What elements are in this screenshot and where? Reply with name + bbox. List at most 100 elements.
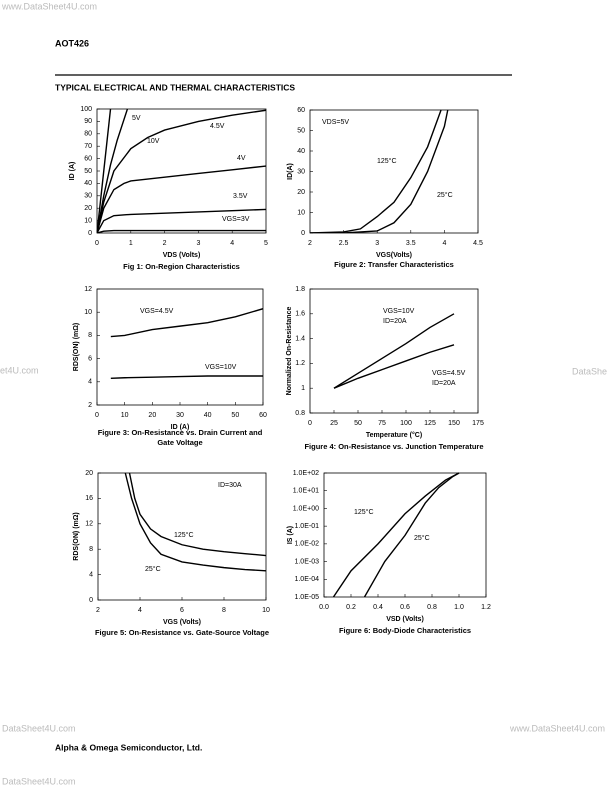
x-tick-label: 2.5 (339, 240, 349, 247)
y-tick-label: 60 (297, 107, 305, 114)
section-title: TYPICAL ELECTRICAL AND THERMAL CHARACTER… (55, 82, 295, 92)
plot-frame (309, 109, 479, 234)
x-tick-label: 5 (264, 240, 268, 247)
series-label: 25°C (414, 534, 430, 542)
y-tick-label: 4 (89, 571, 93, 578)
series-label: 3.5V (233, 193, 248, 200)
x-axis-label: VSD (Volts) (386, 616, 424, 623)
x-tick-label: 0 (95, 412, 99, 419)
x-tick-label: 2 (308, 240, 312, 247)
x-tick-label: 3 (196, 240, 200, 247)
y-tick-label: 4 (88, 379, 92, 386)
x-axis-label: VGS(Volts) (376, 252, 412, 259)
y-tick-label: 60 (84, 155, 92, 162)
header: AOT426 (55, 38, 89, 48)
y-tick-label: 100 (80, 106, 92, 113)
series-label: VGS=10V (383, 308, 415, 315)
series-label: 4.5V (210, 123, 225, 130)
y-tick-label: 70 (84, 143, 92, 150)
series-line (110, 375, 263, 380)
series-line (97, 229, 266, 233)
series-label: 5V (132, 115, 141, 122)
series-line (97, 108, 112, 233)
annotation: VDS=5V (322, 119, 349, 126)
y-axis-label: IS (A) (287, 526, 294, 544)
y-tick-label: 1.6 (295, 311, 305, 318)
y-tick-label: 40 (297, 148, 305, 155)
y-tick-label: 1.4 (295, 335, 305, 342)
x-tick-label: 4.5 (473, 240, 483, 247)
x-tick-label: 0.4 (373, 604, 383, 611)
x-tick-label: 4 (230, 240, 234, 247)
series-label: 125°C (377, 157, 397, 165)
x-tick-label: 4 (138, 607, 142, 614)
x-tick-label: 3 (375, 240, 379, 247)
series-label: 25°C (437, 191, 453, 199)
y-tick-label: 1.0E+02 (293, 470, 319, 477)
x-tick-label: 60 (259, 412, 267, 419)
x-tick-label: 20 (148, 412, 156, 419)
y-tick-label: 80 (84, 131, 92, 138)
series-line (128, 472, 266, 557)
x-axis-label: VDS (Volts) (163, 252, 201, 259)
x-tick-label: 0.6 (400, 604, 410, 611)
annotation: ID=20A (383, 318, 407, 325)
series-label: VGS=4.5V (140, 308, 174, 315)
series-line (363, 472, 460, 597)
y-tick-label: 10 (297, 209, 305, 216)
y-tick-label: 12 (85, 521, 93, 528)
series-line (333, 313, 455, 389)
x-axis-label: ID (A) (171, 424, 190, 431)
caption: Figure 3: On-Resistance vs. Drain Curren… (98, 428, 263, 437)
x-tick-label: 3.5 (406, 240, 416, 247)
y-axis-label: RDS(ON) (mΩ) (73, 512, 80, 560)
plot-frame (96, 288, 264, 406)
series-label: 25°C (145, 565, 161, 573)
series-line (124, 472, 266, 572)
series-label: VGS=3V (222, 216, 250, 223)
y-tick-label: 20 (85, 470, 93, 477)
caption: Figure 4: On-Resistance vs. Junction Tem… (304, 442, 483, 451)
x-tick-label: 6 (180, 607, 184, 614)
y-tick-label: 40 (84, 180, 92, 187)
series-label: VGS=10V (205, 364, 237, 371)
x-tick-label: 25 (330, 420, 338, 427)
caption: Figure 6: Body-Diode Characteristics (339, 626, 471, 635)
series-label: 10V (147, 138, 160, 145)
watermark: www.DataSheet4U.com (1, 1, 97, 11)
annotation: ID=20A (432, 380, 456, 387)
y-tick-label: 1.0E-05 (294, 594, 319, 601)
x-tick-label: 1 (129, 240, 133, 247)
y-axis-label: ID(A) (287, 163, 294, 180)
x-tick-label: 0 (308, 420, 312, 427)
watermark: www.DataSheet4U.com (509, 723, 605, 733)
x-tick-label: 1.0 (454, 604, 464, 611)
x-tick-label: 1.2 (481, 604, 491, 611)
series-line (97, 109, 266, 233)
y-tick-label: 20 (84, 205, 92, 212)
y-tick-label: 30 (84, 193, 92, 200)
x-axis-label: VGS (Volts) (163, 619, 201, 626)
y-tick-label: 0 (88, 230, 92, 237)
series-line (97, 165, 266, 233)
x-tick-label: 0.0 (319, 604, 329, 611)
y-tick-label: 50 (84, 168, 92, 175)
caption: Gate Voltage (157, 438, 202, 447)
x-tick-label: 10 (121, 412, 129, 419)
y-tick-label: 30 (297, 168, 305, 175)
x-tick-label: 175 (472, 420, 484, 427)
watermark: et4U.com (0, 365, 39, 375)
y-tick-label: 8 (88, 332, 92, 339)
y-tick-label: 12 (84, 286, 92, 293)
y-tick-label: 1.0E-02 (294, 541, 319, 548)
x-tick-label: 4 (442, 240, 446, 247)
y-tick-label: 10 (84, 217, 92, 224)
x-tick-label: 30 (176, 412, 184, 419)
series-line (110, 308, 263, 338)
y-tick-label: 20 (297, 189, 305, 196)
y-tick-label: 1.0E-01 (294, 523, 319, 530)
x-tick-label: 10 (262, 607, 270, 614)
x-tick-label: 8 (222, 607, 226, 614)
series-label: 4V (237, 155, 246, 162)
